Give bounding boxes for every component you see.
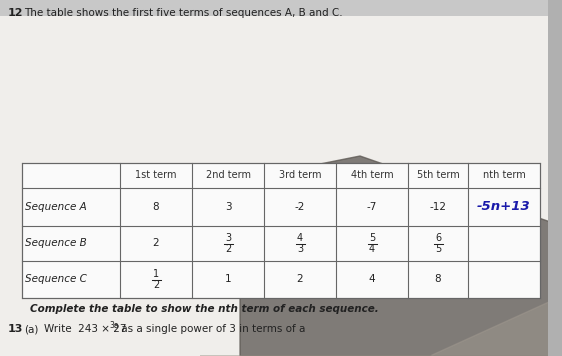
Text: (a): (a) [24,324,38,334]
Text: 4: 4 [369,244,375,254]
Text: 2: 2 [225,244,231,254]
Text: -12: -12 [429,202,446,212]
Bar [22,163,540,298]
Text: nth term: nth term [483,171,525,180]
Text: Sequence A: Sequence A [25,202,87,212]
Text: 1: 1 [153,269,159,279]
Text: -2: -2 [295,202,305,212]
Text: 4: 4 [369,274,375,284]
Text: Sequence C: Sequence C [25,274,87,284]
Text: -5n+13: -5n+13 [477,200,531,214]
Text: 8: 8 [153,202,159,212]
Bar [0,0,562,16]
Polygon shape [240,156,562,356]
Text: 2: 2 [297,274,303,284]
Text: 2: 2 [153,280,159,290]
Text: 3rd term: 3rd term [279,171,321,180]
Text: 5th term: 5th term [416,171,459,180]
Text: 3: 3 [225,202,232,212]
Text: Sequence B: Sequence B [25,239,87,248]
Text: 2: 2 [153,239,159,248]
Text: 3: 3 [225,233,231,243]
Text: -7: -7 [367,202,377,212]
Text: 3: 3 [297,244,303,254]
Text: 2nd term: 2nd term [206,171,251,180]
Text: The table shows the first five terms of sequences A, B and C.: The table shows the first five terms of … [24,8,343,18]
Text: 13: 13 [8,324,24,334]
Text: 1st term: 1st term [135,171,177,180]
Text: 3a: 3a [109,321,119,330]
Text: 8: 8 [434,274,441,284]
Text: Complete the table to show the nth term of each sequence.: Complete the table to show the nth term … [30,304,379,314]
Text: 5: 5 [435,244,441,254]
Text: 4th term: 4th term [351,171,393,180]
Polygon shape [200,296,562,356]
Bar [548,0,562,356]
Text: 12: 12 [8,8,24,18]
Text: 6: 6 [435,233,441,243]
Text: 4: 4 [297,233,303,243]
Text: 1: 1 [225,274,232,284]
Text: as a single power of 3 in terms of a: as a single power of 3 in terms of a [118,324,305,334]
Text: Write  243 × 27: Write 243 × 27 [44,324,126,334]
Text: 5: 5 [369,233,375,243]
